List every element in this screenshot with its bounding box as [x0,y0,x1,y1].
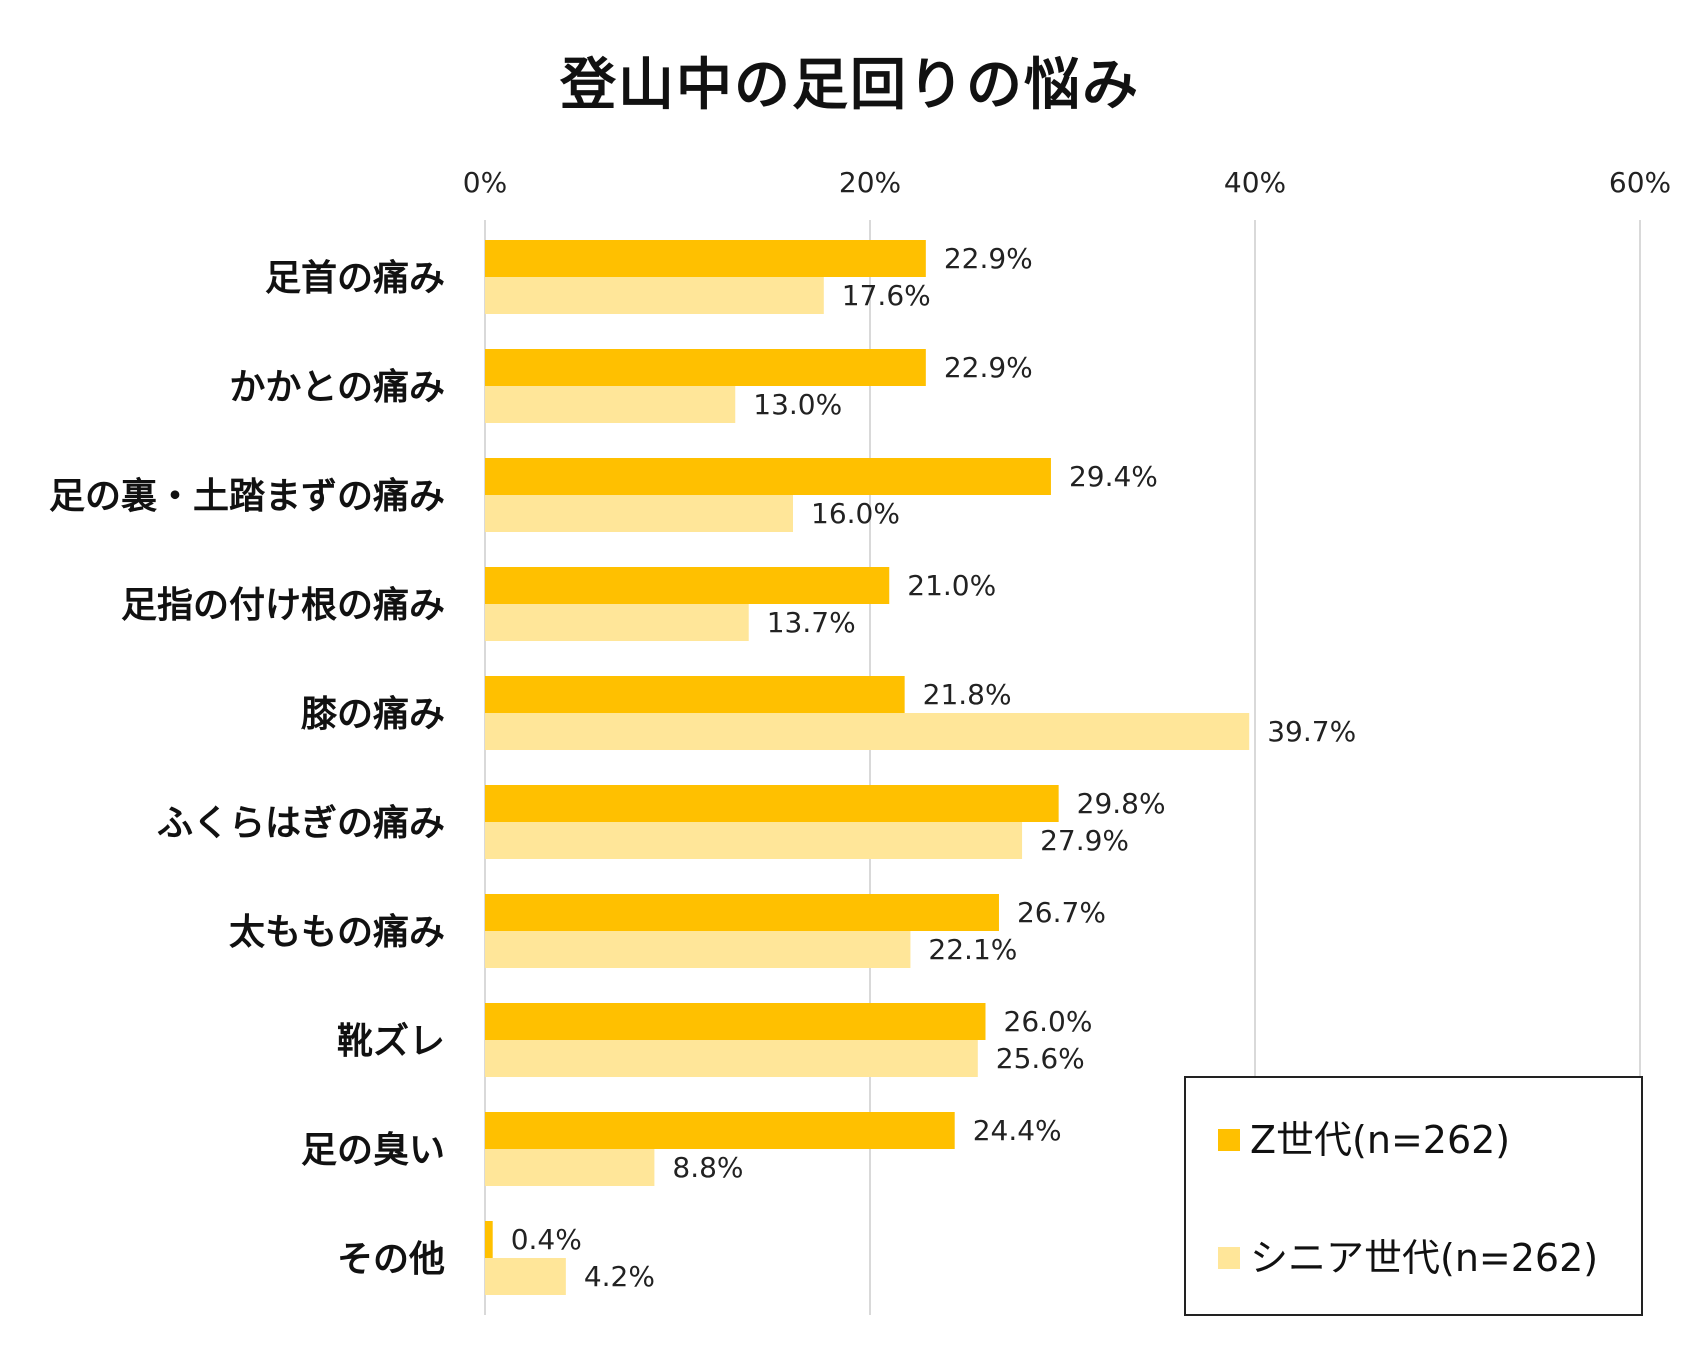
data-label: 8.8% [672,1151,743,1184]
category-label: 太ももの痛み [229,912,445,953]
bar [485,1258,566,1295]
category-label: 膝の痛み [301,694,445,735]
data-label: 22.9% [944,242,1033,275]
data-label: 13.7% [767,606,856,639]
data-label: 16.0% [811,497,900,530]
legend-label: シニア世代(n=262) [1250,1236,1598,1280]
category-label: 足の裏・土踏まずの痛み [49,476,445,517]
data-label: 26.0% [1004,1005,1093,1038]
bar [485,1112,955,1149]
legend-box [1184,1076,1643,1316]
bar [485,785,1059,822]
bar [485,1221,493,1258]
bar [485,1040,978,1077]
x-tick-label: 20% [839,166,901,199]
bar [485,931,911,968]
data-label: 13.0% [753,388,842,421]
x-axis-ticks: 0% 20% 40% 60% [463,166,1671,199]
bar [485,604,749,641]
bar [485,1149,655,1186]
bar [485,1003,986,1040]
chart-title: 登山中の足回りの悩み [560,53,1140,118]
category-label: 靴ズレ [337,1020,445,1062]
legend-swatch [1218,1129,1240,1151]
bar [485,495,793,532]
category-label: 足首の痛み [265,258,445,299]
data-label: 17.6% [842,279,931,312]
bar [485,713,1250,750]
data-label: 29.8% [1077,787,1166,820]
data-label: 22.9% [944,351,1033,384]
data-label: 26.7% [1017,896,1106,929]
data-label: 4.2% [584,1260,655,1293]
data-label: 24.4% [973,1114,1062,1147]
category-labels: 足首の痛みかかとの痛み足の裏・土踏まずの痛み足指の付け根の痛み膝の痛みふくらはぎ… [49,258,445,1280]
data-label: 21.0% [907,569,996,602]
bar [485,386,736,423]
category-label: ふくらはぎの痛み [157,803,445,844]
data-label: 0.4% [511,1223,582,1256]
data-label: 27.9% [1040,824,1129,857]
legend: Z世代(n=262) シニア世代(n=262) [1184,1076,1643,1316]
bar [485,277,824,314]
x-tick-label: 60% [1609,166,1671,199]
data-label: 21.8% [923,678,1012,711]
x-tick-label: 0% [463,166,507,199]
bar [485,894,999,931]
bar [485,567,890,604]
bar [485,458,1051,495]
category-label: その他 [337,1239,445,1280]
data-label: 39.7% [1267,715,1356,748]
bar [485,676,905,713]
category-label: 足指の付け根の痛み [121,585,445,626]
bar [485,240,926,277]
data-label: 25.6% [996,1042,1085,1075]
data-label: 22.1% [928,933,1017,966]
legend-label: Z世代(n=262) [1250,1118,1510,1162]
x-tick-label: 40% [1224,166,1286,199]
data-label: 29.4% [1069,460,1158,493]
category-label: かかとの痛み [229,367,445,408]
legend-swatch [1218,1247,1240,1269]
bar [485,822,1023,859]
category-label: 足の臭い [301,1130,445,1171]
bar [485,349,926,386]
bars [485,240,1250,1295]
value-labels: 22.9% 17.6% 22.9% 13.0% 29.4% 16.0% 21.0% 13.7%… [511,242,1356,1293]
